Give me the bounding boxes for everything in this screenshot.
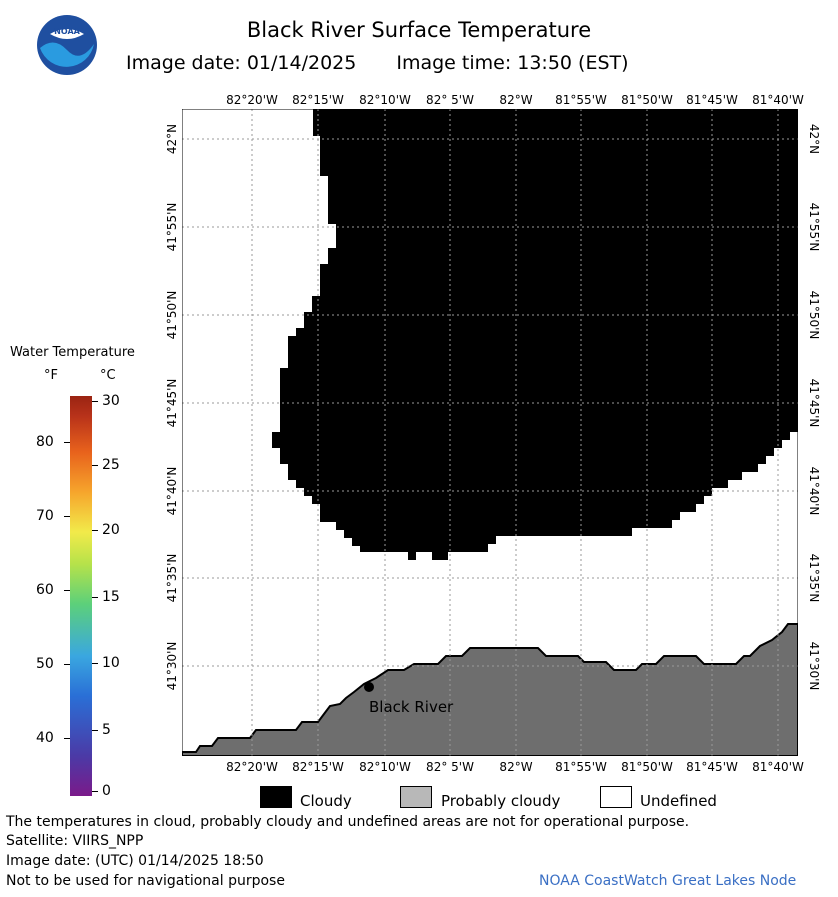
- lon-label: 82° 5'W: [426, 93, 474, 107]
- probably-cloudy-area: [182, 623, 798, 756]
- c-tick: [92, 597, 98, 598]
- lon-label: 82°15'W: [292, 93, 344, 107]
- legend-title: Water Temperature: [10, 345, 135, 360]
- undefined-swatch: [600, 786, 632, 808]
- lon-label: 82°W: [499, 93, 533, 107]
- lat-label: 41°40'N: [165, 466, 179, 516]
- f-tick-label: 70: [36, 508, 54, 524]
- lat-label: 41°50'N: [807, 290, 821, 340]
- f-tick: [64, 664, 70, 665]
- c-tick: [92, 530, 98, 531]
- image-datetime: Image date: 01/14/2025 Image time: 13:50 …: [126, 52, 629, 74]
- c-tick-label: 15: [102, 589, 120, 605]
- probably-cloudy-swatch: [400, 786, 432, 808]
- unit-celsius: °C: [100, 368, 116, 383]
- cloud-area: [272, 109, 798, 560]
- lon-label: 82°20'W: [226, 760, 278, 774]
- f-tick-label: 40: [36, 730, 54, 746]
- lat-label: 41°55'N: [165, 202, 179, 252]
- cloudy-label: Cloudy: [300, 792, 352, 810]
- f-tick-label: 80: [36, 434, 54, 450]
- f-tick: [64, 590, 70, 591]
- f-tick-label: 50: [36, 656, 54, 672]
- c-tick-label: 10: [102, 655, 120, 671]
- lat-label: 42°N: [807, 123, 821, 155]
- credit-link[interactable]: NOAA CoastWatch Great Lakes Node: [539, 873, 797, 889]
- lon-label: 82°10'W: [359, 93, 411, 107]
- lat-label: 42°N: [165, 123, 179, 155]
- c-tick: [92, 730, 98, 731]
- place-label: Black River: [369, 698, 454, 716]
- lon-label: 82°W: [499, 760, 533, 774]
- c-tick: [92, 663, 98, 664]
- lon-label: 81°55'W: [555, 760, 607, 774]
- page-title: Black River Surface Temperature: [246, 18, 592, 42]
- c-tick: [92, 401, 98, 402]
- lon-label: 81°40'W: [752, 93, 804, 107]
- lon-label: 81°50'W: [621, 760, 673, 774]
- utc-date: Image date: (UTC) 01/14/2025 18:50: [6, 853, 264, 869]
- c-tick: [92, 791, 98, 792]
- lon-label: 82° 5'W: [426, 760, 474, 774]
- c-tick-label: 25: [102, 457, 120, 473]
- c-tick-label: 20: [102, 522, 120, 538]
- undefined-label: Undefined: [640, 792, 717, 810]
- lat-label: 41°45'N: [807, 378, 821, 428]
- lon-label: 81°40'W: [752, 760, 804, 774]
- c-tick-label: 30: [102, 393, 120, 409]
- image-time: Image time: 13:50 (EST): [396, 52, 629, 74]
- image-date: Image date: 01/14/2025: [126, 52, 357, 74]
- lat-label: 41°30'N: [807, 641, 821, 691]
- lat-label: 41°40'N: [807, 466, 821, 516]
- lon-label: 81°45'W: [686, 93, 738, 107]
- navigation-warning: Not to be used for navigational purpose: [6, 873, 285, 889]
- unit-fahrenheit: °F: [44, 368, 58, 383]
- noaa-logo: NOAA: [37, 15, 97, 75]
- seagull-icon: [50, 29, 84, 39]
- c-tick-label: 5: [102, 722, 111, 738]
- lat-label: 41°30'N: [165, 641, 179, 691]
- lon-label: 81°45'W: [686, 760, 738, 774]
- disclaimer-note: The temperatures in cloud, probably clou…: [6, 814, 690, 830]
- c-tick-label: 0: [102, 783, 111, 799]
- f-tick: [64, 516, 70, 517]
- lat-label: 41°35'N: [807, 553, 821, 603]
- lat-label: 41°55'N: [807, 202, 821, 252]
- lon-label: 82°20'W: [226, 93, 278, 107]
- satellite-info: Satellite: VIIRS_NPP: [6, 833, 144, 849]
- logo-text: NOAA: [54, 27, 80, 36]
- f-tick: [64, 738, 70, 739]
- temperature-colorbar: [70, 396, 92, 796]
- lat-label: 41°50'N: [165, 290, 179, 340]
- lon-label: 82°15'W: [292, 760, 344, 774]
- lat-label: 41°35'N: [165, 553, 179, 603]
- f-tick-label: 60: [36, 582, 54, 598]
- lon-label: 81°50'W: [621, 93, 673, 107]
- lat-label: 41°45'N: [165, 378, 179, 428]
- black-river-marker[interactable]: [364, 682, 374, 692]
- lon-label: 81°55'W: [555, 93, 607, 107]
- c-tick: [92, 465, 98, 466]
- probably-cloudy-label: Probably cloudy: [441, 792, 561, 810]
- cloudy-swatch: [260, 786, 292, 808]
- f-tick: [64, 442, 70, 443]
- lon-label: 82°10'W: [359, 760, 411, 774]
- temperature-map[interactable]: [182, 109, 798, 756]
